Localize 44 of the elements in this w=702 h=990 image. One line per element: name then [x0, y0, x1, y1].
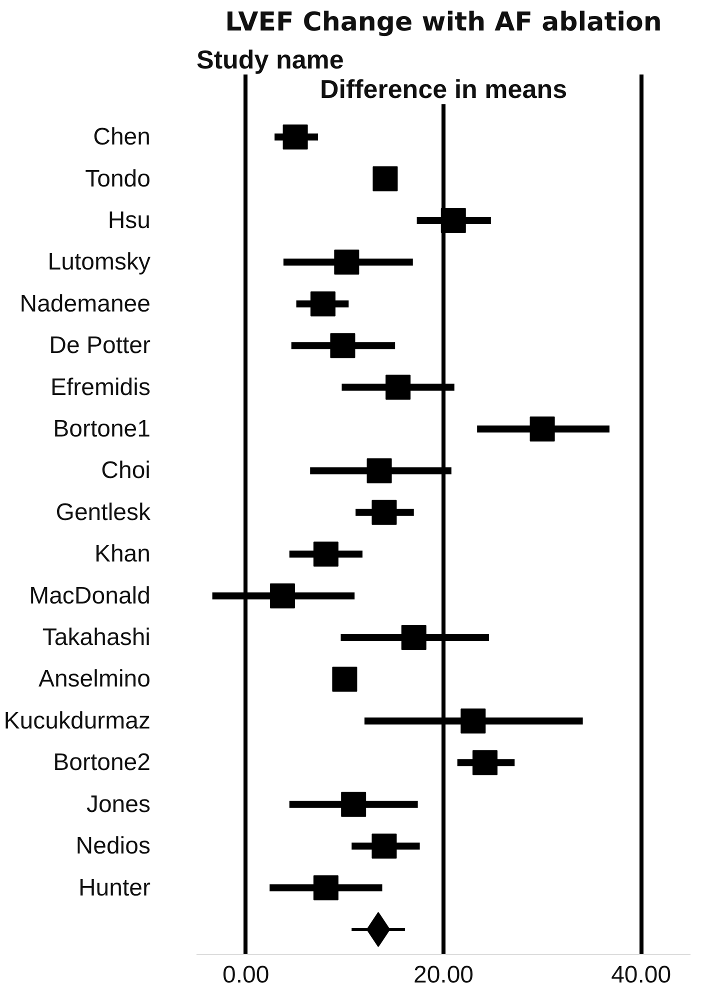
point	[472, 750, 498, 776]
y-tick-label: Bortone2	[53, 749, 150, 776]
point	[330, 333, 356, 358]
point	[313, 542, 338, 567]
point	[313, 875, 338, 900]
y-tick-label: Bortone1	[53, 416, 150, 442]
point	[530, 416, 555, 442]
y-tick-label: Nademanee	[20, 290, 151, 318]
point	[401, 625, 426, 650]
y-tick-label: Anselmino	[38, 666, 151, 693]
y-tick-label: Nedios	[76, 832, 151, 860]
point	[366, 458, 392, 484]
point	[332, 666, 358, 692]
point	[440, 208, 466, 233]
x-tick-label: 20.00	[413, 962, 474, 988]
y-tick-label: Hsu	[108, 206, 151, 234]
y-tick-label: MacDonald	[29, 582, 151, 610]
point	[372, 166, 398, 192]
y-tick-label: Lutomsky	[48, 248, 150, 276]
y-tick-label: Takahashi	[42, 624, 151, 652]
point	[334, 250, 360, 275]
chart-title: LVEF Change with AF ablation	[225, 8, 662, 38]
y-tick-label: Khan	[94, 540, 151, 568]
x-tick-label: 0.00	[222, 962, 270, 988]
point	[460, 708, 486, 734]
y-tick-label: Chen	[93, 124, 150, 151]
x-axis-title: Difference in means	[320, 74, 568, 104]
y-tick-label: De Potter	[49, 332, 151, 360]
point	[372, 834, 397, 859]
point	[341, 792, 366, 817]
y-tick-label: Jones	[86, 790, 151, 818]
y-tick-label: Efremidis	[50, 374, 151, 401]
point	[386, 374, 411, 400]
point	[310, 291, 336, 316]
x-tick-label: 40.00	[611, 962, 672, 988]
y-tick-label: Kucukdurmaz	[4, 707, 151, 734]
point	[282, 124, 308, 150]
y-axis-title: Study name	[196, 44, 344, 74]
y-tick-label: Tondo	[85, 165, 150, 192]
y-tick-label: Gentlesk	[56, 498, 152, 526]
y-tick-label: Choi	[101, 457, 150, 484]
y-tick-label: Hunter	[78, 874, 151, 902]
point	[270, 583, 295, 608]
point	[372, 500, 397, 525]
